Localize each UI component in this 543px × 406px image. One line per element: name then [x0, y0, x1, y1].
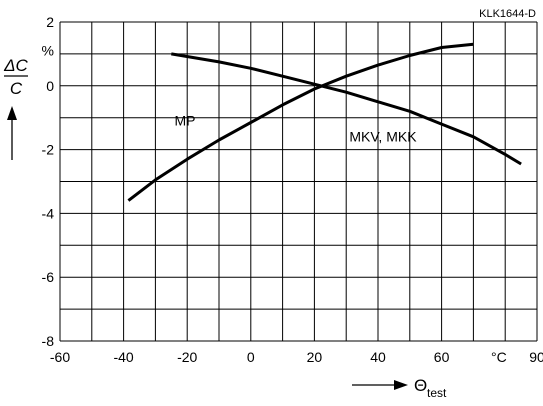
x-tick-label: -60: [50, 349, 70, 365]
y-tick-label: 0: [46, 78, 54, 94]
y-tick-label: -2: [42, 142, 55, 158]
series-line-0: [127, 42, 474, 202]
label-layer: °C% KLK1644-D MP MKV, MKK ΔC C Θ test: [3, 8, 536, 400]
y-unit-label: %: [42, 43, 54, 59]
x-axis-label-subscript: test: [427, 386, 447, 400]
y-axis-arrowhead: [7, 106, 17, 120]
series-label-mkv-mkk: MKV, MKK: [349, 129, 417, 145]
tick-label-layer: -60 -40 -20 0 20 40 60 90-8-6-4-202: [42, 14, 543, 365]
x-tick-label: 90: [529, 349, 543, 365]
x-tick-label: -20: [177, 349, 197, 365]
y-axis-label-numerator: ΔC: [3, 56, 28, 75]
x-tick-label: 20: [307, 349, 323, 365]
x-unit-label: °C: [491, 349, 507, 365]
series-line-1: [171, 52, 522, 166]
reference-code: KLK1644-D: [479, 8, 536, 20]
grid-layer: [59, 21, 538, 342]
y-tick-label: -6: [42, 269, 55, 285]
x-axis-arrowhead: [394, 380, 408, 390]
series-layer: [127, 42, 522, 202]
series-label-mp: MP: [174, 113, 195, 129]
x-tick-label: -40: [113, 349, 133, 365]
x-tick-label: 60: [434, 349, 450, 365]
x-axis-label-theta: Θ: [414, 376, 427, 395]
x-tick-label: 40: [370, 349, 386, 365]
y-tick-label: -4: [42, 205, 55, 221]
x-tick-label: 0: [247, 349, 255, 365]
y-tick-label: 2: [46, 14, 54, 30]
y-axis-label-denominator: C: [10, 79, 23, 98]
y-tick-label: -8: [42, 333, 55, 349]
